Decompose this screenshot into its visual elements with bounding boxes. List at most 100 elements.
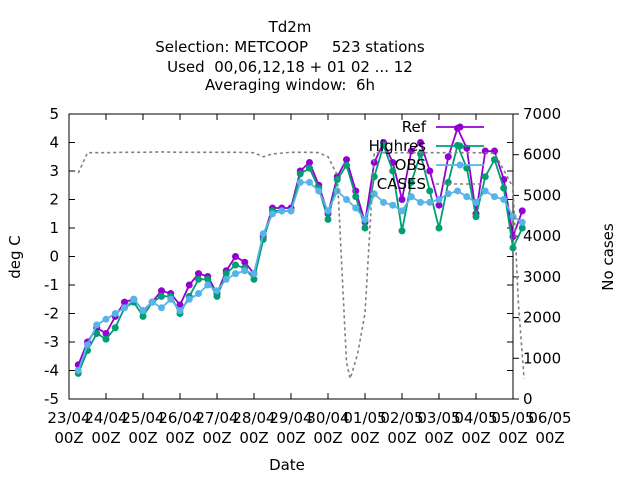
data-point-highres <box>352 193 360 201</box>
chart-title: Td2m Selection: METCOOP 523 stations Use… <box>155 18 425 94</box>
data-point-obs <box>380 198 387 206</box>
data-point-highres <box>139 312 147 320</box>
x-tick-label: 06/05 <box>528 409 571 427</box>
data-point-highres <box>204 275 212 283</box>
y-tick-label: -4 <box>44 362 59 380</box>
data-point-highres <box>481 173 489 181</box>
data-point-obs <box>463 193 471 201</box>
x-tick-label: 00Z <box>91 429 120 447</box>
x-tick-label: 00Z <box>424 429 453 447</box>
data-point-obs <box>278 207 286 215</box>
x-tick-label: 05/05 <box>491 409 534 427</box>
data-point-obs <box>472 198 480 206</box>
y-tick-label: 4 <box>49 134 59 152</box>
y-tick-label: 5 <box>49 105 59 123</box>
data-point-obs <box>232 270 239 278</box>
data-point-obs <box>407 193 415 201</box>
series-line-obs <box>77 181 523 371</box>
y-tick-label: -2 <box>44 305 59 323</box>
legend-swatch-marker <box>456 123 464 131</box>
data-point-highres <box>389 167 397 175</box>
data-point-highres <box>306 164 313 172</box>
data-point-obs <box>250 270 258 278</box>
data-point-highres <box>158 292 165 300</box>
data-point-highres <box>509 244 517 252</box>
x-axis-label: Date <box>269 456 305 474</box>
data-point-obs <box>185 295 193 303</box>
data-point-obs <box>444 190 452 198</box>
data-point-obs <box>84 341 91 349</box>
data-point-highres <box>324 215 332 223</box>
data-point-ref <box>426 167 434 175</box>
data-point-obs <box>296 178 304 186</box>
data-point-obs <box>435 196 443 203</box>
data-point-obs <box>306 178 313 186</box>
legend-label: Ref <box>402 118 427 136</box>
series-line-ref <box>77 125 524 366</box>
data-point-ref <box>158 287 165 295</box>
data-point-obs <box>167 295 175 303</box>
data-point-obs <box>417 198 424 206</box>
data-point-obs <box>204 281 212 289</box>
title-line-1: Td2m <box>268 18 312 36</box>
x-tick-label: 00Z <box>498 429 527 447</box>
data-point-obs <box>481 187 489 195</box>
data-point-ref <box>195 270 202 278</box>
legend-swatch-marker <box>456 161 464 169</box>
legend-label: OBS <box>395 156 426 174</box>
y2-axis-label: No cases <box>599 223 617 291</box>
series-layer <box>74 124 526 382</box>
data-point-obs <box>343 196 350 203</box>
data-point-ref <box>444 153 452 161</box>
x-tick-label: 00Z <box>535 429 564 447</box>
x-tick-label: 00Z <box>276 429 305 447</box>
x-tick-label: 00Z <box>202 429 231 447</box>
x-tick-label: 27/04 <box>195 409 238 427</box>
data-point-highres <box>380 141 387 149</box>
data-point-obs <box>287 207 295 215</box>
data-point-highres <box>222 270 230 278</box>
data-point-obs <box>500 196 508 203</box>
data-point-obs <box>130 295 138 303</box>
data-point-highres <box>398 227 406 235</box>
data-point-highres <box>463 164 471 172</box>
data-point-obs <box>426 198 434 206</box>
data-point-ref <box>241 258 249 266</box>
y2-tick-label: 0 <box>523 390 533 408</box>
data-point-obs <box>518 218 526 226</box>
data-point-obs <box>269 210 276 218</box>
data-point-ref <box>185 281 193 289</box>
data-point-highres <box>111 324 119 332</box>
x-tick-label: 03/05 <box>417 409 460 427</box>
data-point-obs <box>361 215 369 223</box>
data-point-obs <box>315 187 323 195</box>
data-point-highres <box>232 261 239 269</box>
y-tick-label: 0 <box>49 248 59 266</box>
y-axis-label: deg C <box>6 235 24 279</box>
x-tick-label: 26/04 <box>158 409 201 427</box>
y2-tick-label: 3000 <box>523 268 561 286</box>
data-point-ref <box>417 139 424 146</box>
data-point-ref <box>398 196 406 203</box>
legend-swatch-marker <box>456 142 464 150</box>
data-point-obs <box>176 307 184 315</box>
data-point-ref <box>518 207 526 215</box>
x-tick-label: 30/04 <box>306 409 349 427</box>
data-point-highres <box>361 224 369 232</box>
y2-tick-label: 4000 <box>523 227 561 245</box>
y2-tick-label: 2000 <box>523 309 561 327</box>
y-axis-left: -5 -4 -3 -2 -1 0 1 2 3 4 5 <box>44 105 513 408</box>
title-line-4: Averaging window: 6h <box>205 76 375 94</box>
data-point-obs <box>111 310 119 317</box>
x-tick-label: 00Z <box>350 429 379 447</box>
data-point-obs <box>213 287 221 295</box>
data-point-obs <box>158 304 165 312</box>
y-tick-label: 1 <box>49 219 59 237</box>
data-point-obs <box>398 207 406 215</box>
data-point-highres <box>435 224 443 232</box>
data-point-obs <box>324 207 332 215</box>
data-point-highres <box>472 213 480 221</box>
data-point-obs <box>509 213 517 221</box>
